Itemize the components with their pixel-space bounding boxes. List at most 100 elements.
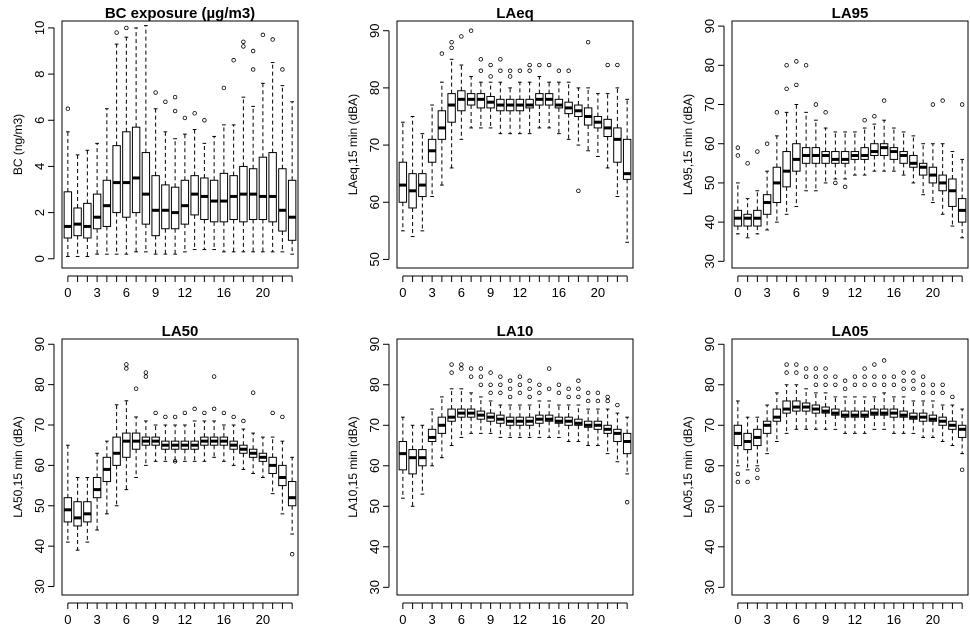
y-tick-label: 8 xyxy=(32,70,47,77)
box-hour-11 xyxy=(840,378,850,434)
x-tick-label: 0 xyxy=(734,285,741,300)
box-hour-5 xyxy=(112,30,121,255)
box-hour-5 xyxy=(447,39,456,169)
box-hour-10 xyxy=(831,374,840,430)
outlier-point xyxy=(537,382,542,387)
outlier-point xyxy=(449,45,454,51)
box-hour-10 xyxy=(496,374,505,438)
outlier-point xyxy=(163,99,168,104)
box-hour-16 xyxy=(554,68,564,135)
box-hour-18 xyxy=(574,378,583,442)
box-hour-2 xyxy=(83,476,92,543)
plot-frame xyxy=(61,20,299,269)
box-hour-1 xyxy=(408,115,417,238)
box-hour-4 xyxy=(772,392,782,442)
box-hour-7 xyxy=(466,366,476,434)
outlier-point xyxy=(270,410,275,416)
outlier-point xyxy=(556,382,562,387)
box-hour-5 xyxy=(447,362,456,447)
outlier-point xyxy=(823,366,828,371)
outlier-point xyxy=(488,370,493,375)
x-tick-label: 3 xyxy=(93,285,100,300)
box-hour-2 xyxy=(83,149,92,257)
box-hour-22 xyxy=(948,394,957,447)
outlier-point xyxy=(901,386,906,392)
box-hour-23 xyxy=(957,408,967,473)
y-tick-label: 90 xyxy=(702,19,717,33)
box-iqr xyxy=(437,110,447,140)
outlier-point xyxy=(65,106,71,111)
box-hour-12 xyxy=(850,131,860,176)
box-iqr xyxy=(122,432,131,458)
box-hour-8 xyxy=(141,370,151,466)
y-axis-label: BC (ng/m3) xyxy=(11,114,25,175)
box-iqr xyxy=(831,151,840,164)
outlier-point xyxy=(468,374,474,379)
outlier-point xyxy=(803,366,809,371)
outlier-point xyxy=(449,362,454,367)
outlier-point xyxy=(852,374,858,379)
y-tick-label: 70 xyxy=(367,418,382,432)
outlier-point xyxy=(595,398,601,404)
box-iqr xyxy=(73,207,82,237)
box-iqr xyxy=(408,449,417,475)
box-iqr xyxy=(219,172,229,223)
box-hour-15 xyxy=(879,358,889,430)
outlier-point xyxy=(478,57,484,62)
box-hour-15 xyxy=(209,374,219,458)
x-tick-label: 12 xyxy=(513,285,527,300)
outlier-point xyxy=(488,390,493,396)
outlier-point xyxy=(872,362,877,367)
outlier-point xyxy=(576,386,581,392)
y-tick-label: 70 xyxy=(32,418,47,432)
outlier-point xyxy=(615,402,620,408)
y-tick-label: 60 xyxy=(367,459,382,473)
box-hour-14 xyxy=(870,114,879,172)
box-hour-18 xyxy=(574,87,583,194)
box-iqr xyxy=(268,152,277,223)
outlier-point xyxy=(813,374,819,379)
outlier-point xyxy=(507,378,513,383)
box-hour-6 xyxy=(457,34,466,140)
box-iqr xyxy=(909,154,918,168)
box-hour-1 xyxy=(743,416,752,485)
box-hour-23 xyxy=(957,102,967,239)
box-hour-21 xyxy=(938,382,947,442)
box-iqr xyxy=(92,476,102,499)
x-tick-label: 9 xyxy=(487,285,494,300)
y-tick-label: 40 xyxy=(367,540,382,554)
outlier-point xyxy=(862,117,867,123)
box-hour-11 xyxy=(170,94,180,255)
outlier-point xyxy=(930,382,936,387)
outlier-point xyxy=(478,382,484,387)
y-tick-label: 4 xyxy=(32,163,47,170)
outlier-point xyxy=(813,382,819,387)
y-tick-label: 0 xyxy=(32,255,47,262)
box-hour-9 xyxy=(151,90,160,255)
outlier-point xyxy=(585,39,591,45)
x-tick-label: 0 xyxy=(64,285,71,300)
outlier-point xyxy=(241,39,246,44)
x-tick-label: 9 xyxy=(822,285,829,300)
box-hour-12 xyxy=(850,374,860,434)
box-iqr xyxy=(151,175,160,237)
y-tick-label: 50 xyxy=(702,499,717,513)
outlier-point xyxy=(576,188,581,194)
y-tick-label: 30 xyxy=(367,580,382,594)
outlier-point xyxy=(901,378,906,383)
box-hour-17 xyxy=(564,386,573,442)
box-hour-19 xyxy=(918,374,928,438)
x-tick-label: 9 xyxy=(487,612,494,627)
x-tick-label: 16 xyxy=(552,612,566,627)
outlier-point xyxy=(862,382,867,387)
outlier-point xyxy=(794,59,799,64)
box-hour-3 xyxy=(427,408,437,467)
box-hour-10 xyxy=(831,131,840,186)
box-hour-14 xyxy=(870,362,879,430)
box-hour-13 xyxy=(525,62,534,135)
outlier-point xyxy=(615,62,620,68)
outlier-point xyxy=(250,390,256,395)
box-hour-6 xyxy=(122,25,131,255)
outlier-point xyxy=(862,366,867,371)
